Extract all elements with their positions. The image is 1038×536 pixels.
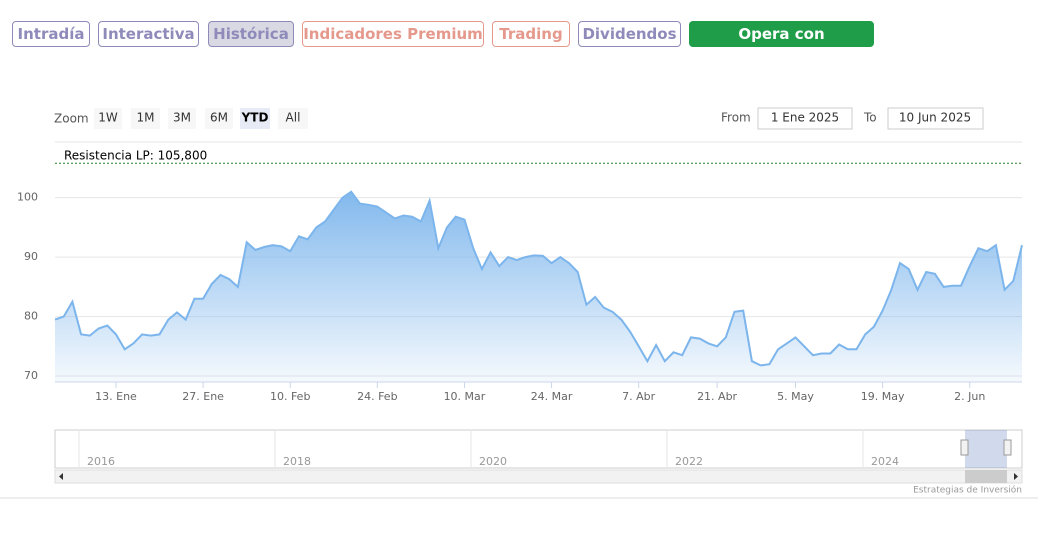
tab[interactable]: Interactiva	[98, 21, 199, 47]
x-tick-label: 2. Jun	[954, 390, 985, 403]
credit: Estrategias de Inversión	[913, 485, 1022, 496]
x-tick-label: 10. Mar	[444, 390, 486, 403]
zoom-label: Zoom	[54, 112, 89, 126]
to-label: To	[863, 111, 877, 125]
zoom-button-label: 3M	[173, 111, 191, 125]
tab-selected[interactable]: Histórica	[208, 21, 294, 47]
tab[interactable]: Trading	[492, 21, 570, 47]
navigator-label: 2020	[479, 455, 507, 468]
zoom-button-label: 1W	[98, 111, 118, 125]
zoom-button-label: YTD	[241, 111, 269, 125]
navigator-frame	[54, 429, 1023, 469]
x-tick-label: 27. Ene	[182, 390, 224, 403]
zoom-button[interactable]	[131, 108, 160, 129]
x-tick-label: 24. Mar	[531, 390, 573, 403]
navigator-label: 2018	[283, 455, 311, 468]
y-tick-label: 100	[17, 191, 38, 204]
navigator-label: 2024	[871, 455, 899, 468]
chart: Zoom From 1 Ene 2025 To 10 Jun 2025 Estr…	[0, 107, 1038, 499]
zoom-button[interactable]	[278, 108, 308, 129]
from-input[interactable]	[757, 107, 853, 130]
y-tick-label: 90	[24, 250, 38, 263]
page: Intradía Interactiva Histórica Indicador…	[0, 21, 1038, 499]
zoom-button[interactable]	[94, 108, 122, 129]
navigator-handle[interactable]	[1003, 439, 1012, 456]
zoom-button[interactable]	[240, 108, 270, 129]
x-tick-label: 5. May	[777, 390, 814, 403]
scrollbar-thumb[interactable]	[965, 470, 1007, 483]
from-date: 1 Ene 2025	[771, 111, 839, 125]
scrollbar[interactable]	[54, 469, 1023, 484]
zoom-button-label: All	[286, 111, 301, 125]
y-tick-label: 70	[24, 369, 38, 382]
from-label: From	[721, 111, 751, 125]
x-tick-label: 24. Feb	[357, 390, 397, 403]
x-tick-label: 13. Ene	[95, 390, 137, 403]
x-tick-label: 10. Feb	[270, 390, 310, 403]
tab[interactable]: Indicadores Premium	[302, 21, 484, 47]
line	[54, 190, 1023, 367]
x-tick-label: 19. May	[861, 390, 905, 403]
cta-button[interactable]: Opera con Freedom24	[689, 21, 874, 67]
tab[interactable]: Dividendos	[578, 21, 681, 47]
zoom-button[interactable]	[205, 108, 233, 129]
y-tick-label: 80	[24, 310, 38, 323]
zoom-button-label: 1M	[137, 111, 155, 125]
navigator-selection[interactable]	[965, 430, 1007, 468]
x-tick-label: 21. Abr	[697, 390, 737, 403]
tab[interactable]: Intradía	[12, 21, 90, 47]
navigator-label: 2016	[87, 455, 115, 468]
area	[55, 191, 1022, 382]
to-input[interactable]	[887, 107, 984, 130]
x-tick-label: 7. Abr	[622, 390, 655, 403]
to-date: 10 Jun 2025	[899, 111, 971, 125]
navigator-handle[interactable]	[960, 439, 969, 456]
navigator-label: 2022	[675, 455, 703, 468]
zoom-button-label: 6M	[210, 111, 228, 125]
zoom-button[interactable]	[168, 108, 196, 129]
resistance-label: Resistencia LP: 105,800	[64, 149, 207, 163]
